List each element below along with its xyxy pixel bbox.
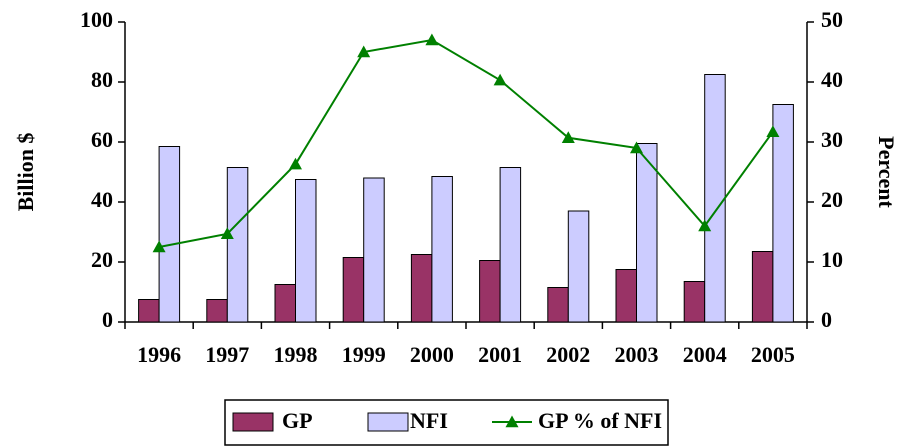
x-tick-label: 2003 bbox=[615, 342, 659, 367]
legend-swatch bbox=[367, 412, 409, 432]
x-tick-label: 2002 bbox=[546, 342, 590, 367]
marker bbox=[425, 33, 439, 46]
bar bbox=[615, 269, 637, 323]
bar bbox=[158, 146, 181, 323]
bar bbox=[342, 257, 365, 323]
marker bbox=[698, 219, 712, 232]
bar bbox=[567, 210, 590, 323]
x-tick-label: 2000 bbox=[410, 342, 454, 367]
y-tick-label: 80 bbox=[91, 67, 113, 92]
x-tick-label: 1997 bbox=[205, 342, 249, 367]
bar bbox=[274, 284, 296, 323]
bar bbox=[431, 176, 453, 323]
y2-tick-label: 20 bbox=[821, 187, 843, 212]
y2-tick-label: 30 bbox=[821, 127, 843, 152]
y2-tick-label: 40 bbox=[821, 67, 843, 92]
y-tick-label: 100 bbox=[80, 7, 113, 32]
bar bbox=[683, 281, 706, 323]
bar bbox=[410, 254, 433, 323]
bar bbox=[751, 251, 774, 323]
bar bbox=[138, 299, 160, 323]
y2-axis-label: Percent bbox=[874, 136, 899, 208]
x-tick-label: 2004 bbox=[683, 342, 727, 367]
bar bbox=[704, 74, 726, 323]
line bbox=[158, 38, 774, 248]
y2-tick-label: 50 bbox=[821, 7, 843, 32]
marker bbox=[766, 125, 780, 137]
y2-tick-label: 0 bbox=[821, 307, 832, 332]
marker bbox=[630, 141, 643, 154]
legend-label: GP bbox=[282, 408, 313, 433]
y-tick-label: 60 bbox=[91, 127, 113, 152]
x-tick-label: 2001 bbox=[478, 342, 522, 367]
y-tick-label: 0 bbox=[102, 307, 113, 332]
bar bbox=[226, 167, 249, 323]
bar bbox=[479, 260, 501, 323]
x-tick-label: 2005 bbox=[751, 342, 795, 367]
x-tick-label: 1996 bbox=[137, 342, 181, 367]
marker bbox=[220, 227, 234, 239]
y2-tick-label: 10 bbox=[821, 247, 843, 272]
y-tick-label: 20 bbox=[91, 247, 113, 272]
bar bbox=[295, 179, 317, 323]
bar bbox=[636, 143, 658, 323]
bar bbox=[363, 177, 385, 323]
bar bbox=[206, 299, 228, 323]
bar bbox=[772, 104, 794, 323]
marker bbox=[357, 45, 371, 58]
bar bbox=[499, 167, 522, 323]
legend-label: NFI bbox=[410, 408, 448, 433]
marker bbox=[289, 157, 302, 170]
x-tick-label: 1998 bbox=[274, 342, 318, 367]
y-axis-label: Billion $ bbox=[13, 133, 38, 212]
y-tick-label: 40 bbox=[91, 187, 113, 212]
marker bbox=[493, 73, 507, 86]
legend-box bbox=[224, 399, 669, 446]
legend-swatch bbox=[232, 412, 274, 432]
legend-label: GP % of NFI bbox=[538, 408, 662, 433]
x-tick-label: 1999 bbox=[342, 342, 386, 367]
marker bbox=[561, 131, 575, 143]
marker bbox=[152, 240, 166, 253]
legend-marker bbox=[505, 415, 519, 428]
bar bbox=[547, 287, 569, 323]
